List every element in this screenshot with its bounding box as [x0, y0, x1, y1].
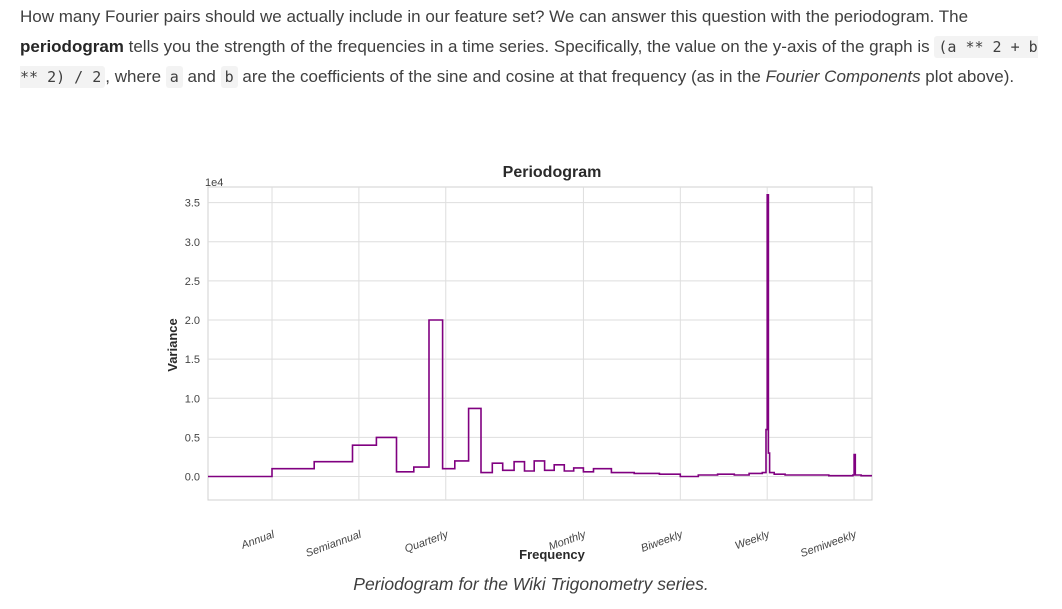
- y-tick-label: 3.5: [185, 198, 200, 210]
- y-tick-label: 2.0: [185, 315, 200, 327]
- coef-a-code: a: [165, 66, 183, 88]
- x-axis-label: Frequency: [519, 547, 586, 562]
- y-tick-label: 2.5: [185, 276, 200, 288]
- y-tick-label: 1.0: [185, 393, 200, 405]
- coef-b-code: b: [220, 66, 238, 88]
- fourier-components-ref: Fourier Components: [765, 67, 921, 86]
- x-tick-label: Weekly: [733, 528, 772, 552]
- figure-caption: Periodogram for the Wiki Trigonometry se…: [353, 574, 709, 594]
- periodogram-chart: 0.0 0.5 1.0 1.5 2.0 2.5 3.0 3.5 Annual Semiannual…: [165, 164, 873, 562]
- intro-text: How many Fourier pairs should we actuall…: [20, 7, 1038, 88]
- chart-title: Periodogram: [503, 164, 602, 181]
- x-tick-label: Annual: [239, 528, 277, 552]
- y-tick-label: 1.5: [185, 354, 200, 366]
- plot-area: [207, 186, 873, 501]
- y-axis-label: Variance: [165, 318, 180, 372]
- y-multiplier-label: 1e4: [205, 177, 223, 189]
- y-tick-label: 3.0: [185, 237, 200, 249]
- x-tick-label: Quarterly: [403, 528, 451, 555]
- y-tick-label: 0.5: [185, 432, 200, 444]
- periodogram-figure: 0.0 0.5 1.0 1.5 2.0 2.5 3.0 3.5 Annual Semiannual…: [0, 150, 1062, 609]
- intro-paragraph: How many Fourier pairs should we actuall…: [20, 2, 1050, 93]
- y-tick-label: 0.0: [185, 472, 200, 484]
- x-tick-label: Semiannual: [304, 528, 363, 559]
- x-tick-label: Semiweekly: [799, 528, 860, 560]
- periodogram-term: periodogram: [20, 36, 124, 56]
- periodogram-series-line: [208, 194, 872, 478]
- x-tick-label: Biweekly: [639, 528, 685, 555]
